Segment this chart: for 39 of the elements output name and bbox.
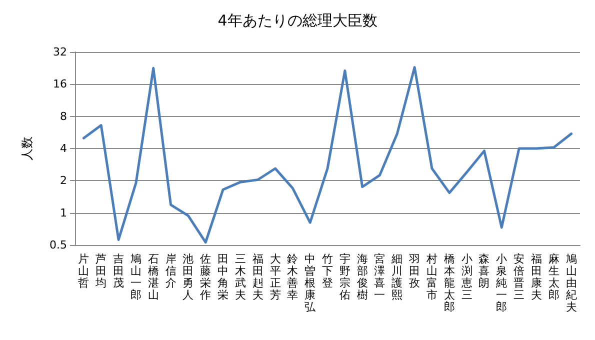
x-tick-label: 小泉純一郎 — [496, 252, 508, 314]
x-tick-label: 吉田茂 — [113, 252, 124, 290]
x-tick-label: 中曽根康弘 — [304, 252, 317, 314]
x-tick-label: 羽田孜 — [409, 252, 420, 290]
y-tick-label: 0.5 — [50, 238, 67, 252]
y-tick-label: 16 — [53, 78, 67, 91]
x-tick-label: 鳩山由紀夫 — [566, 252, 577, 314]
y-tick-label: 4 — [60, 142, 67, 155]
x-tick-label: 森喜朗 — [478, 252, 490, 290]
x-tick-label: 大平正芳 — [270, 252, 281, 302]
x-tick-label: 石橋湛山 — [148, 252, 159, 302]
x-tick-label: 芦田均 — [94, 252, 107, 290]
x-tick-label: 池田勇人 — [182, 252, 194, 302]
x-tick-label: 小渕恵三 — [460, 252, 472, 302]
y-tick-label: 8 — [60, 110, 67, 123]
x-tick-label: 麻生太郎 — [548, 252, 560, 302]
x-tick-label: 岸信介 — [165, 252, 176, 290]
x-tick-label: 三木武夫 — [234, 252, 246, 302]
x-tick-label: 細川護熙 — [390, 252, 403, 302]
x-tick-label: 宮澤喜一 — [374, 252, 386, 302]
y-tick-label: 32 — [53, 46, 67, 58]
x-tick-label: 福田赳夫 — [252, 252, 264, 302]
x-tick-label: 橋本龍太郎 — [444, 252, 455, 314]
y-tick-label: 2 — [60, 174, 67, 188]
line-series — [82, 66, 573, 244]
x-tick-label: 海部俊樹 — [356, 252, 368, 302]
x-tick-label: 鳩山一郎 — [130, 252, 142, 302]
x-tick-label: 村山富市 — [425, 252, 438, 302]
x-tick-label: 佐藤栄作 — [199, 252, 212, 302]
x-tick-label: 竹下登 — [322, 252, 333, 290]
x-tick-label: 宇野宗佑 — [339, 252, 350, 302]
y-axis-title: 人数 — [20, 136, 34, 160]
y-tick-label: 1 — [60, 206, 67, 220]
x-tick-label: 福田康夫 — [530, 252, 542, 302]
x-tick-label: 片山哲 — [78, 252, 90, 290]
x-tick-label: 田中角栄 — [218, 252, 229, 302]
chart-title: 4年あたりの総理大臣数 — [218, 12, 378, 30]
x-tick-label: 安倍晋三 — [514, 252, 525, 302]
x-tick-label: 鈴木善幸 — [287, 252, 298, 302]
